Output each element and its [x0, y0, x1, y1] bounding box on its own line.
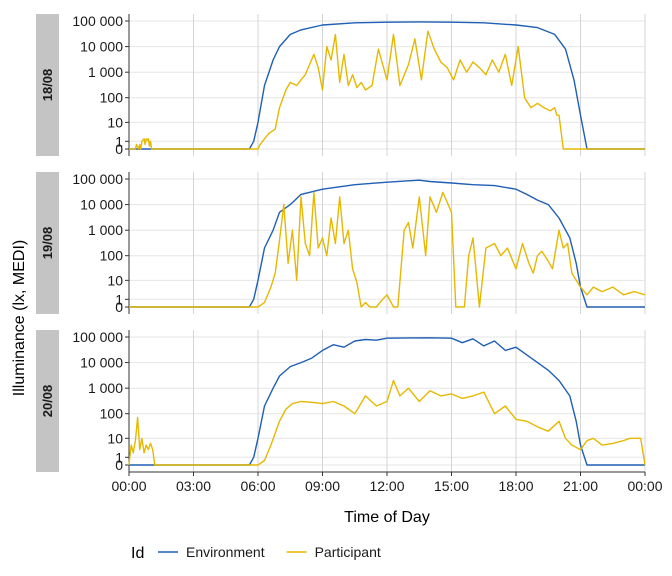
panel-2: 19/08 01 10 100 1 000 10 000 100 000 [36, 171, 646, 315]
legend: Id Environment Participant [131, 544, 381, 562]
series-line-environment [129, 337, 645, 466]
y-tick-label: 1 [115, 133, 123, 149]
panel-3: 20/08 01 10 100 1 000 10 000 100 000 [36, 329, 646, 473]
facet-label: 20/08 [40, 385, 55, 418]
facet-label: 18/08 [40, 69, 55, 102]
y-tick-label: 10 000 [80, 197, 123, 213]
facet-strip [36, 14, 59, 156]
y-tick-label: 10 [107, 430, 123, 446]
x-tick-label: 00:00 [627, 478, 662, 494]
facet-strip [36, 172, 59, 314]
y-tick-label: 1 [115, 291, 123, 307]
y-tick-label: 100 000 [72, 13, 123, 29]
y-tick-label: 100 [100, 248, 124, 264]
y-tick-label: 100 000 [72, 171, 123, 187]
x-tick-label: 03:00 [176, 478, 211, 494]
x-tick-label: 06:00 [240, 478, 275, 494]
y-tick-label: 1 000 [88, 222, 123, 238]
facet-label: 19/08 [40, 227, 55, 260]
y-tick-label: 1 000 [88, 380, 123, 396]
series-line-environment [129, 179, 645, 308]
x-tick-label: 09:00 [305, 478, 340, 494]
y-tick-label: 10 [107, 272, 123, 288]
series-line-environment [129, 21, 645, 150]
x-axis: 00:00 03:00 06:00 09:00 12:00 15:00 18:00 21:00… [111, 471, 663, 494]
legend-label-environment: Environment [186, 544, 265, 560]
y-tick-label: 0 [115, 141, 123, 157]
x-tick-label: 18:00 [498, 478, 533, 494]
y-tick-label: 0 [115, 457, 123, 473]
series-line-participant [128, 379, 646, 466]
series-line-participant [129, 191, 646, 308]
panel-1: 18/08 01 10 100 1 000 10 000 100 000 [36, 13, 646, 157]
y-tick-label: 10 000 [80, 39, 123, 55]
series-line-participant [129, 30, 645, 150]
y-tick-label: 100 [100, 90, 124, 106]
y-tick-label: 10 [107, 114, 123, 130]
y-tick-label: 0 [115, 299, 123, 315]
y-tick-label: 1 [115, 449, 123, 465]
x-tick-label: 15:00 [434, 478, 469, 494]
x-tick-label: 21:00 [563, 478, 598, 494]
y-axis-title: Illuminance (lx, MEDI) [11, 240, 28, 396]
y-tick-label: 100 000 [72, 329, 123, 345]
x-tick-label: 12:00 [369, 478, 404, 494]
x-axis-title: Time of Day [344, 509, 430, 526]
legend-title: Id [131, 545, 144, 562]
x-tick-label: 00:00 [111, 478, 146, 494]
y-tick-label: 1 000 [88, 64, 123, 80]
legend-label-participant: Participant [315, 544, 381, 560]
facet-strip [36, 330, 59, 472]
y-tick-label: 100 [100, 406, 124, 422]
y-tick-label: 10 000 [80, 355, 123, 371]
